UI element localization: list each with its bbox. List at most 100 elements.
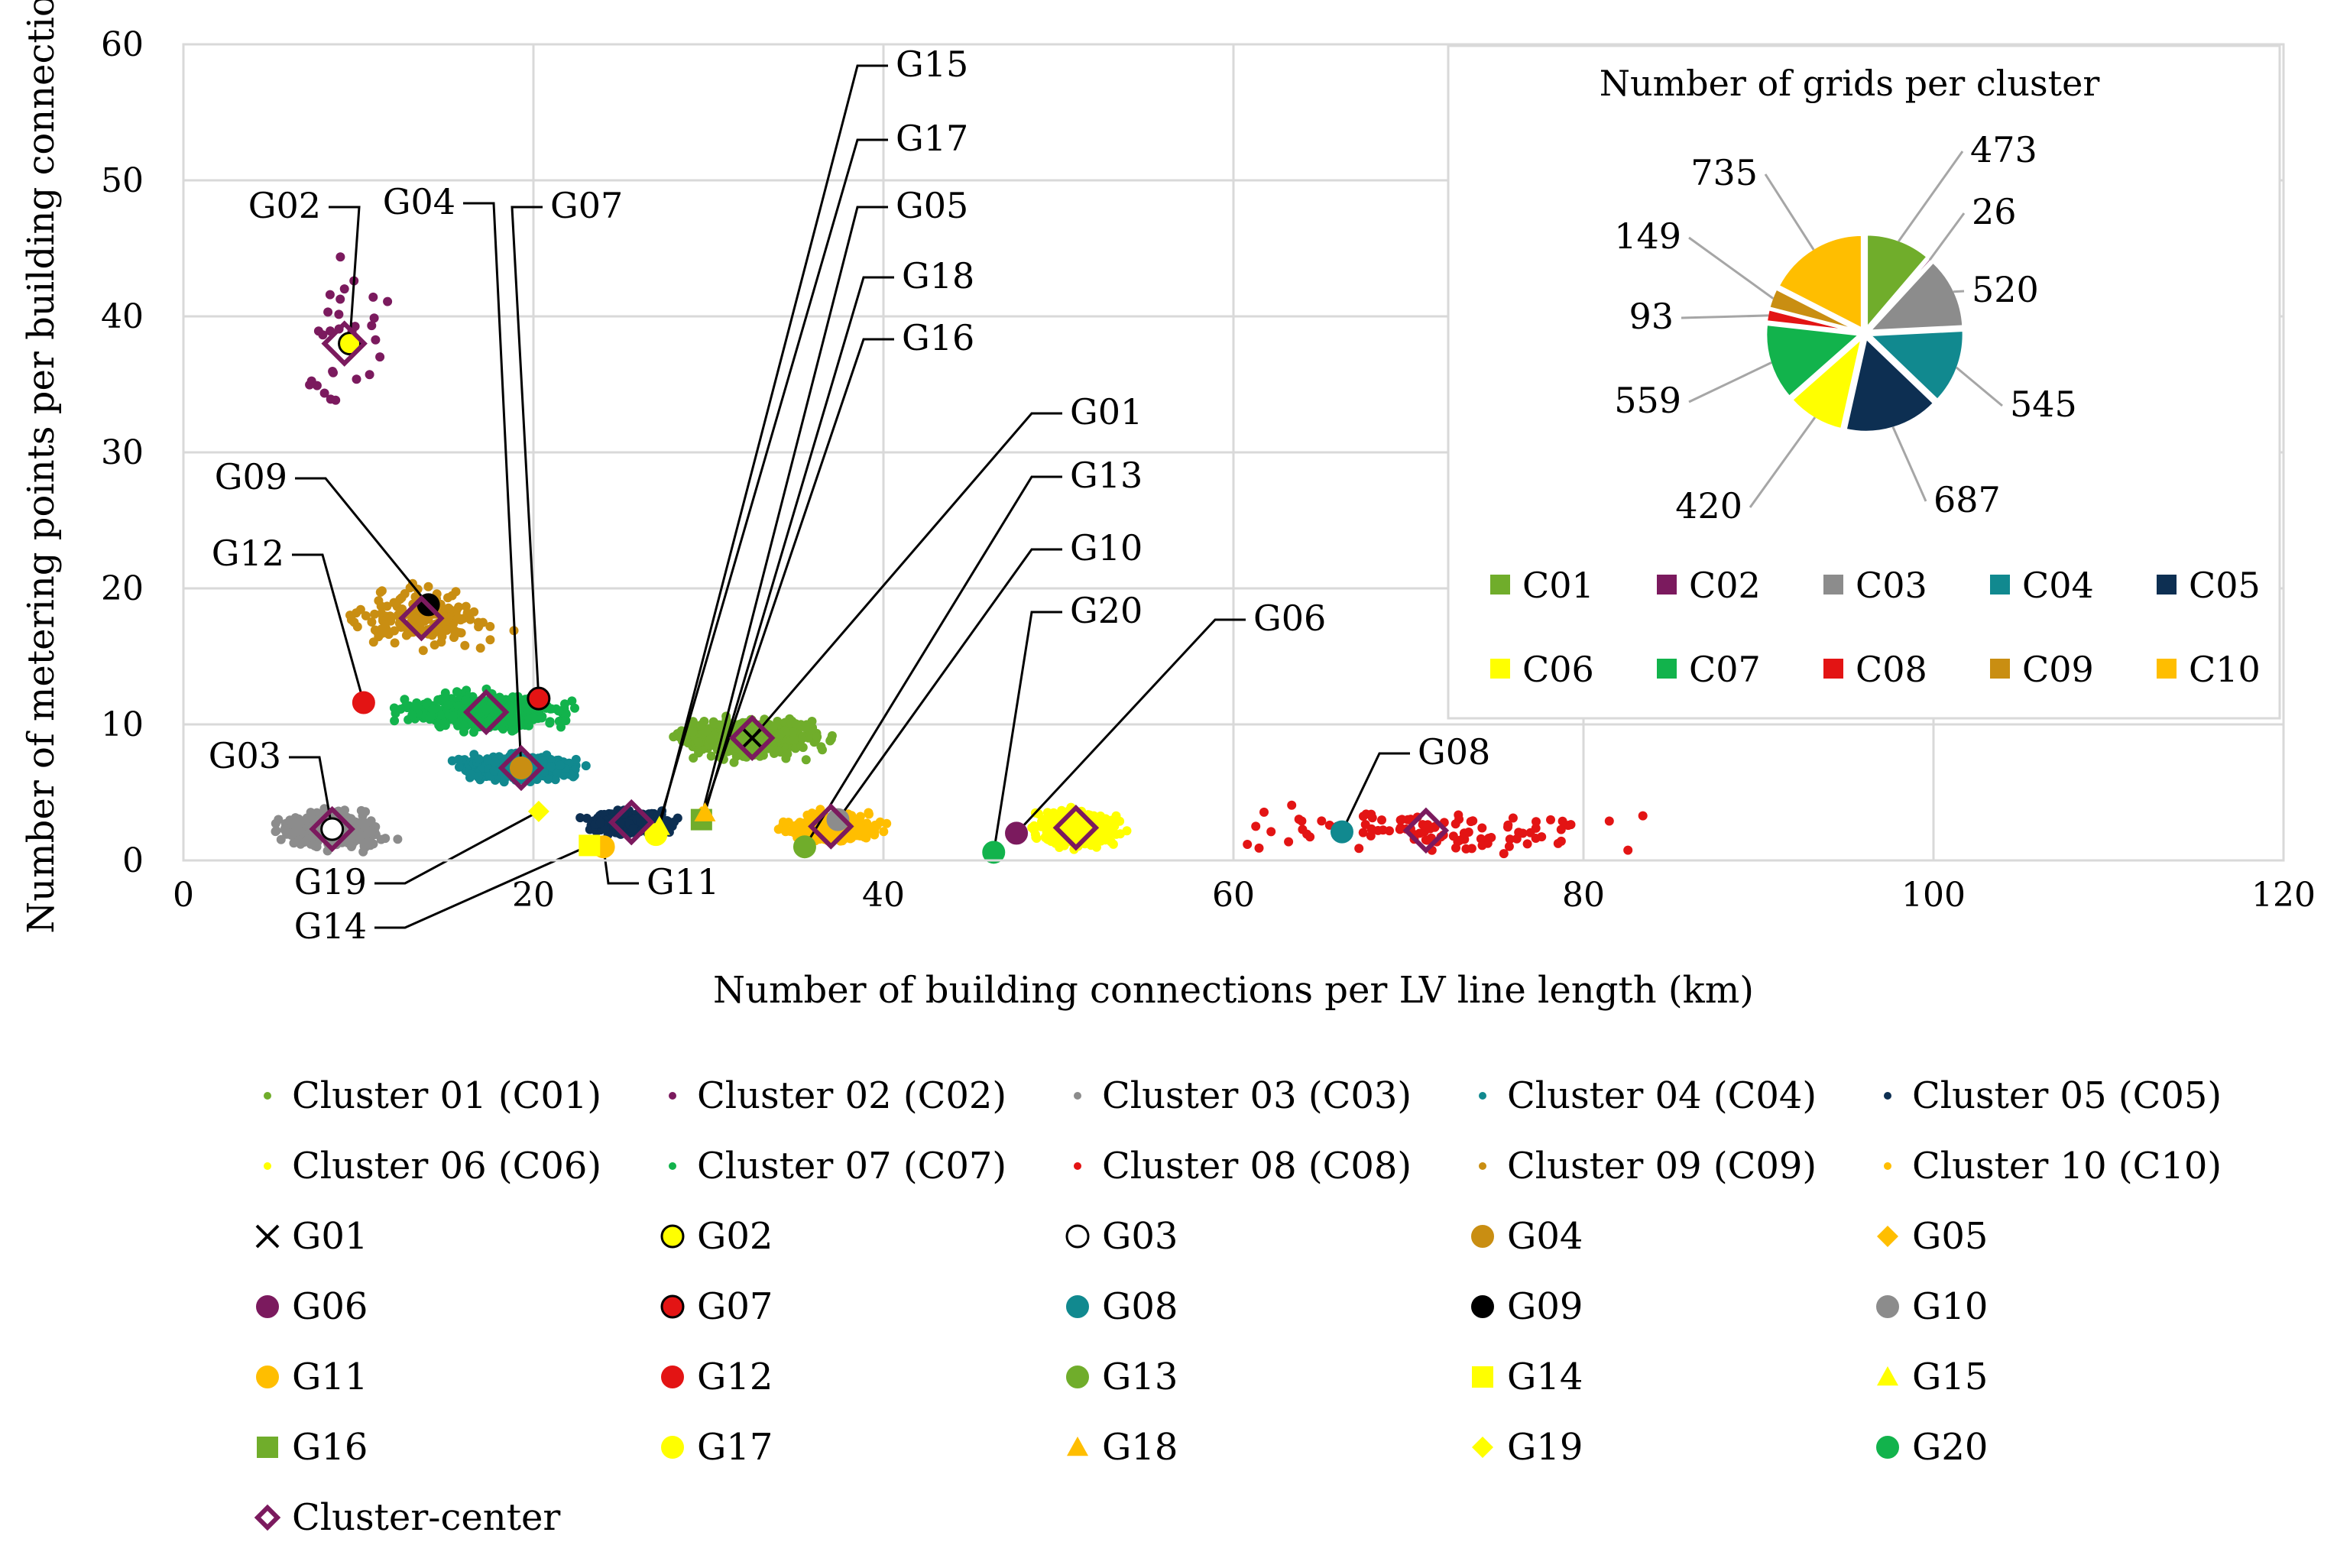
data-point-c09 bbox=[401, 630, 411, 640]
leader-g08 bbox=[1340, 752, 1410, 833]
pie-leader-c05 bbox=[1891, 426, 1927, 502]
legend-marker-c03 bbox=[1074, 1092, 1081, 1100]
pie-legend-label-c03: C03 bbox=[1856, 565, 1927, 606]
data-point-c04 bbox=[571, 754, 581, 764]
marker-g14 bbox=[579, 834, 601, 857]
data-point-c01 bbox=[693, 737, 703, 747]
data-point-c07 bbox=[443, 700, 453, 710]
leader-g15 bbox=[658, 64, 888, 827]
leader-g07 bbox=[511, 206, 543, 699]
data-point-c09 bbox=[475, 643, 485, 653]
data-point-c09 bbox=[346, 615, 356, 624]
data-point-c10 bbox=[864, 809, 874, 819]
data-point-c09 bbox=[443, 603, 453, 613]
marker-g06 bbox=[1005, 821, 1029, 845]
callout-label-g07: G07 bbox=[550, 185, 623, 226]
x-axis-label: Number of building connections per LV li… bbox=[713, 969, 1754, 1012]
data-point-c07 bbox=[520, 703, 530, 713]
x-tick-label: 120 bbox=[2251, 876, 2316, 915]
pie-legend-label-c07: C07 bbox=[1689, 649, 1761, 690]
legend-label-c01: Cluster 01 (C01) bbox=[292, 1074, 601, 1117]
data-point-c07 bbox=[448, 711, 458, 721]
legend-marker-cluster-center bbox=[254, 1504, 281, 1531]
y-tick-label: 30 bbox=[101, 433, 144, 472]
data-point-c01 bbox=[715, 720, 724, 730]
data-point-c09 bbox=[423, 582, 433, 591]
legend-marker-g08 bbox=[1066, 1295, 1089, 1318]
data-point-c08 bbox=[1422, 835, 1432, 845]
data-point-c08 bbox=[1251, 821, 1261, 831]
data-point-c08 bbox=[1397, 815, 1407, 824]
callout-label-g20: G20 bbox=[1070, 590, 1143, 631]
legend-marker-g03 bbox=[1065, 1224, 1090, 1249]
data-point-c07 bbox=[452, 687, 462, 697]
legend-label-g06: G06 bbox=[292, 1285, 368, 1328]
data-point-c09 bbox=[443, 593, 452, 603]
data-point-c01 bbox=[826, 734, 836, 744]
legend-label-g07: G07 bbox=[697, 1285, 773, 1328]
marker-g01 bbox=[740, 726, 764, 750]
data-point-c03 bbox=[271, 826, 281, 836]
data-point-c08 bbox=[1243, 840, 1253, 849]
pie-leader-c10 bbox=[1764, 173, 1815, 251]
plot-area-border bbox=[182, 43, 2285, 862]
grid-markers bbox=[320, 332, 1353, 864]
data-point-c02 bbox=[335, 294, 345, 304]
data-point-c10 bbox=[795, 818, 805, 828]
data-point-c09 bbox=[390, 626, 399, 636]
legend-marker-c09 bbox=[1479, 1162, 1486, 1170]
data-point-c09 bbox=[375, 588, 385, 597]
leader-g13 bbox=[803, 475, 1062, 847]
data-point-c08 bbox=[1450, 819, 1460, 829]
data-point-c08 bbox=[1366, 809, 1376, 819]
data-point-c02 bbox=[375, 352, 385, 362]
pie-legend-swatch-c01 bbox=[1490, 575, 1510, 594]
marker-g08 bbox=[1330, 820, 1353, 844]
data-point-c01 bbox=[797, 734, 807, 744]
data-point-c08 bbox=[1508, 813, 1518, 823]
data-point-c08 bbox=[1623, 845, 1633, 855]
data-point-c04 bbox=[538, 756, 548, 766]
data-point-c07 bbox=[396, 705, 406, 714]
callout-label-g15: G15 bbox=[896, 44, 968, 85]
callout-label-g12: G12 bbox=[212, 533, 284, 574]
data-point-c08 bbox=[1477, 823, 1487, 833]
data-point-c04 bbox=[474, 754, 484, 764]
data-point-c08 bbox=[1546, 815, 1555, 824]
data-point-c04 bbox=[473, 772, 483, 782]
data-point-c09 bbox=[381, 620, 390, 630]
data-point-c01 bbox=[688, 717, 698, 727]
legend-label-g01: G01 bbox=[292, 1215, 368, 1258]
data-point-c09 bbox=[465, 614, 475, 624]
data-point-c03 bbox=[360, 823, 370, 833]
pie-legend-swatch-c02 bbox=[1657, 575, 1677, 594]
pie-title: Number of grids per cluster bbox=[1600, 63, 2100, 104]
y-tick-label: 40 bbox=[101, 297, 144, 336]
data-point-c02 bbox=[371, 335, 381, 345]
data-point-c09 bbox=[413, 585, 423, 594]
data-point-c08 bbox=[1505, 834, 1515, 844]
pie-label-c04: 545 bbox=[2010, 384, 2077, 425]
data-point-c07 bbox=[457, 708, 467, 718]
data-point-c01 bbox=[775, 730, 785, 740]
data-point-c03 bbox=[296, 826, 306, 836]
data-point-c10 bbox=[875, 817, 885, 827]
data-point-c08 bbox=[1512, 834, 1522, 844]
data-point-c07 bbox=[390, 716, 400, 726]
data-point-c07 bbox=[427, 705, 437, 714]
legend-label-cluster-center: Cluster-center bbox=[292, 1496, 560, 1539]
leader-g14 bbox=[374, 844, 590, 929]
legend-marker-g17 bbox=[661, 1436, 684, 1459]
leader-g10 bbox=[837, 548, 1062, 821]
data-point-c09 bbox=[352, 622, 362, 632]
legend-marker-g07 bbox=[660, 1294, 685, 1319]
legend-label-c10: Cluster 10 (C10) bbox=[1912, 1145, 2222, 1187]
marker-g02 bbox=[338, 332, 362, 356]
data-point-c02 bbox=[312, 381, 322, 390]
data-point-c04 bbox=[543, 774, 553, 784]
y-tick-label: 60 bbox=[101, 25, 144, 64]
cluster-centers bbox=[309, 320, 1450, 854]
callout-label-g01: G01 bbox=[1070, 391, 1143, 432]
data-point-c09 bbox=[397, 604, 407, 614]
